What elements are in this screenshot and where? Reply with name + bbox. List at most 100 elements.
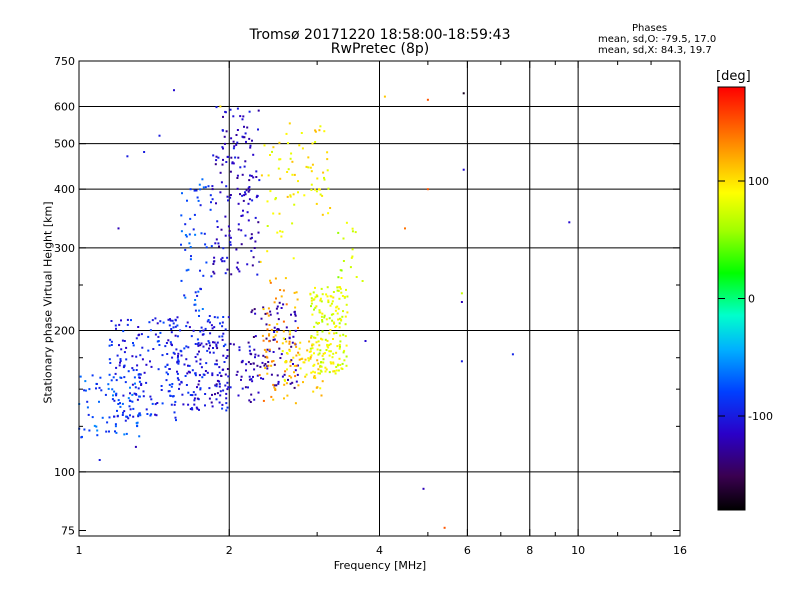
echo-point bbox=[175, 348, 178, 351]
echo-point bbox=[257, 128, 259, 131]
echo-point bbox=[243, 194, 246, 197]
echo-point bbox=[164, 345, 167, 348]
echo-point bbox=[267, 361, 270, 363]
echo-point bbox=[170, 403, 173, 406]
echo-point bbox=[310, 183, 313, 186]
echo-point bbox=[118, 344, 120, 347]
echo-point bbox=[254, 353, 257, 356]
echo-point bbox=[108, 416, 111, 419]
echo-point bbox=[114, 425, 117, 428]
echo-point bbox=[254, 335, 257, 338]
echo-point bbox=[257, 354, 260, 357]
echo-point bbox=[286, 352, 289, 355]
echo-point bbox=[294, 313, 297, 316]
echo-point bbox=[283, 373, 286, 376]
echo-point bbox=[223, 135, 226, 138]
echo-point bbox=[176, 377, 179, 380]
echo-point bbox=[196, 338, 199, 341]
echo-point bbox=[248, 198, 251, 201]
echo-point bbox=[197, 342, 200, 345]
echo-point bbox=[283, 383, 286, 386]
echo-point bbox=[251, 139, 253, 142]
echo-point bbox=[218, 385, 221, 388]
echo-point bbox=[244, 386, 247, 389]
echo-point bbox=[189, 246, 192, 248]
echo-point bbox=[268, 324, 271, 326]
echo-point bbox=[295, 345, 298, 348]
echo-point bbox=[314, 141, 317, 143]
echo-point bbox=[318, 309, 321, 312]
echo-point bbox=[327, 187, 330, 190]
echo-point bbox=[292, 257, 295, 260]
echo-point bbox=[319, 299, 322, 302]
echo-point bbox=[233, 145, 236, 148]
chart-title-line2: RwPretec (8p) bbox=[330, 41, 430, 57]
echo-point bbox=[214, 163, 217, 166]
echo-point bbox=[81, 435, 83, 438]
echo-point bbox=[245, 369, 247, 372]
echo-point bbox=[240, 243, 243, 246]
echo-point bbox=[329, 350, 332, 353]
echo-point bbox=[326, 151, 329, 154]
echo-point bbox=[305, 373, 308, 376]
echo-point bbox=[247, 341, 250, 344]
echo-point bbox=[110, 320, 113, 322]
echo-point bbox=[101, 416, 104, 419]
echo-point bbox=[242, 115, 245, 118]
echo-point bbox=[267, 314, 270, 317]
echo-point bbox=[194, 291, 197, 294]
echo-point bbox=[125, 346, 128, 349]
echo-point bbox=[194, 393, 197, 396]
echo-point bbox=[251, 264, 254, 267]
echo-point bbox=[280, 235, 283, 238]
echo-point bbox=[173, 403, 176, 406]
echo-point bbox=[200, 232, 203, 235]
echo-point bbox=[269, 310, 272, 313]
echo-point bbox=[174, 325, 177, 328]
echo-point bbox=[327, 212, 330, 215]
echo-point bbox=[237, 202, 240, 205]
echo-point bbox=[123, 340, 126, 342]
echo-point bbox=[201, 376, 204, 379]
echo-point bbox=[281, 342, 284, 345]
echo-point bbox=[221, 146, 224, 149]
echo-point bbox=[120, 376, 123, 379]
echo-point bbox=[200, 326, 203, 329]
echo-point bbox=[319, 369, 322, 372]
echo-point bbox=[320, 287, 323, 290]
echo-point bbox=[194, 233, 197, 236]
echo-point bbox=[275, 297, 277, 300]
echo-point bbox=[192, 228, 195, 231]
echo-point bbox=[206, 371, 209, 374]
echo-point bbox=[177, 355, 179, 357]
echo-point bbox=[123, 351, 126, 354]
echo-point bbox=[343, 349, 346, 352]
echo-point bbox=[138, 333, 141, 336]
y-axis-label: Stationary phase Virtual Height [km] bbox=[41, 201, 55, 404]
echo-point bbox=[340, 269, 343, 272]
echo-point bbox=[313, 298, 316, 301]
echo-point bbox=[216, 347, 219, 350]
echo-point bbox=[272, 398, 275, 401]
echo-point bbox=[237, 156, 240, 159]
echo-point bbox=[199, 344, 202, 347]
echo-point bbox=[107, 383, 110, 386]
echo-point bbox=[345, 288, 347, 291]
echo-point bbox=[126, 323, 129, 326]
echo-point bbox=[112, 376, 115, 379]
echo-point bbox=[279, 230, 282, 233]
echo-point bbox=[159, 320, 162, 323]
echo-point bbox=[206, 349, 209, 352]
echo-point bbox=[326, 343, 329, 346]
echo-point bbox=[215, 359, 218, 362]
echo-point bbox=[151, 319, 154, 322]
echo-point bbox=[329, 361, 332, 364]
echo-point bbox=[181, 393, 184, 396]
echo-point bbox=[232, 147, 235, 150]
echo-point bbox=[336, 289, 339, 292]
echo-point bbox=[115, 392, 118, 395]
echo-point bbox=[207, 340, 210, 343]
echo-point bbox=[276, 340, 278, 343]
echo-point bbox=[248, 345, 251, 348]
echo-point bbox=[212, 351, 215, 354]
